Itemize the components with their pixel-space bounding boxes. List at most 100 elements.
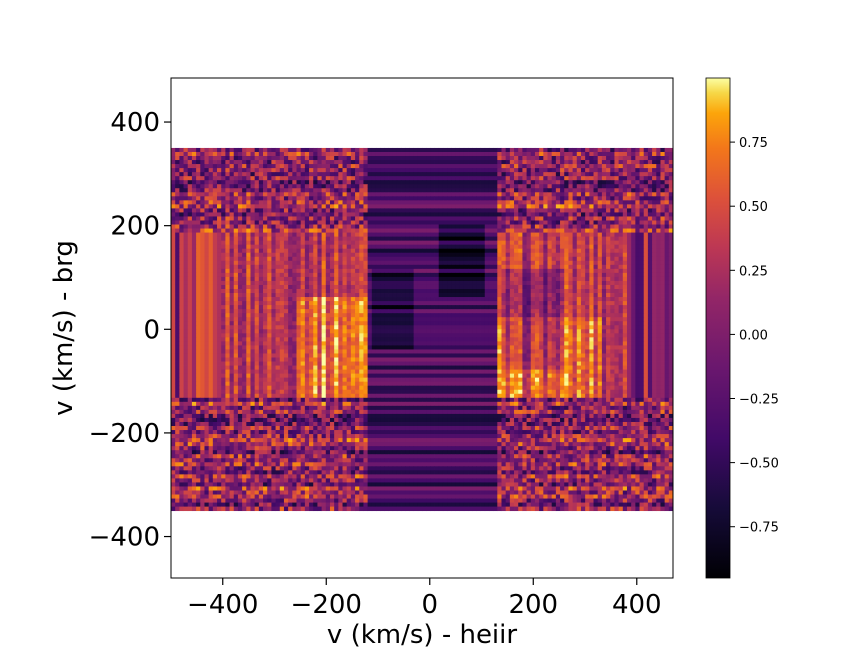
heatmap-cell	[384, 260, 389, 266]
heatmap-cell	[405, 293, 410, 298]
heatmap-cell	[631, 256, 636, 262]
heatmap-cell	[656, 301, 661, 306]
heatmap-cell	[430, 280, 435, 286]
heatmap-cell	[572, 180, 578, 185]
heatmap-cell	[350, 151, 356, 157]
heatmap-cell	[493, 200, 498, 205]
heatmap-cell	[480, 248, 486, 254]
heatmap-cell	[551, 248, 557, 254]
heatmap-cell	[610, 309, 615, 314]
heatmap-cell	[342, 244, 348, 250]
heatmap-cell	[472, 297, 477, 302]
heatmap-cell	[208, 228, 214, 233]
heatmap-cell	[430, 151, 435, 157]
heatmap-cell	[401, 293, 406, 298]
heatmap-cell	[417, 297, 423, 302]
heatmap-cell	[204, 160, 210, 165]
heatmap-cell	[618, 224, 624, 229]
heatmap-cell	[635, 248, 640, 254]
heatmap-cell	[597, 293, 603, 298]
heatmap-cell	[568, 216, 573, 221]
heatmap-cell	[304, 297, 310, 302]
heatmap-cell	[647, 309, 653, 314]
heatmap-cell	[560, 240, 565, 246]
heatmap-cell	[434, 184, 440, 189]
heatmap-cell	[363, 313, 369, 318]
heatmap-cell	[367, 156, 373, 161]
heatmap-cell	[283, 309, 289, 314]
heatmap-cell	[530, 147, 536, 153]
heatmap-cell	[380, 147, 385, 153]
heatmap-cell	[279, 204, 285, 209]
heatmap-cell	[191, 212, 197, 217]
heatmap-cell	[183, 208, 189, 213]
heatmap-cell	[401, 168, 406, 173]
heatmap-cell	[451, 232, 456, 238]
heatmap-cell	[187, 313, 193, 318]
heatmap-cell	[212, 172, 218, 177]
heatmap-cell	[191, 160, 197, 165]
heatmap-cell	[488, 260, 494, 266]
heatmap-cell	[409, 184, 415, 189]
heatmap-cell	[212, 309, 218, 314]
heatmap-cell	[434, 168, 440, 173]
heatmap-cell	[363, 293, 369, 298]
heatmap-cell	[631, 212, 636, 217]
heatmap-cell	[191, 172, 197, 177]
heatmap-cell	[233, 216, 239, 221]
heatmap-cell	[438, 305, 444, 310]
heatmap-cell	[476, 192, 481, 197]
heatmap-cell	[409, 156, 415, 161]
heatmap-cell	[329, 272, 335, 278]
heatmap-cell	[560, 264, 565, 270]
heatmap-cell	[463, 284, 469, 290]
heatmap-cell	[342, 224, 348, 229]
heatmap-cell	[175, 184, 180, 189]
heatmap-cell	[371, 309, 377, 314]
heatmap-cell	[334, 156, 339, 161]
heatmap-cell	[233, 284, 239, 290]
heatmap-cell	[375, 289, 381, 294]
heatmap-cell	[350, 293, 356, 298]
heatmap-cell	[664, 293, 670, 298]
heatmap-cell	[451, 147, 456, 153]
heatmap-cell	[292, 301, 297, 306]
heatmap-cell	[484, 284, 490, 290]
heatmap-cell	[283, 172, 289, 177]
heatmap-cell	[317, 276, 322, 282]
heatmap-cell	[275, 293, 281, 298]
heatmap-cell	[468, 151, 473, 157]
heatmap-cell	[635, 272, 640, 278]
heatmap-cell	[580, 289, 586, 294]
heatmap-cell	[514, 309, 519, 314]
heatmap-cell	[459, 276, 465, 282]
heatmap-cell	[317, 280, 322, 286]
heatmap-cell	[275, 248, 281, 254]
heatmap-cell	[267, 301, 272, 306]
heatmap-cell	[539, 172, 544, 177]
heatmap-cell	[283, 284, 289, 290]
heatmap-cell	[593, 180, 599, 185]
heatmap-cell	[530, 172, 536, 177]
heatmap-cell	[509, 188, 515, 193]
heatmap-cell	[534, 309, 540, 314]
heatmap-cell	[367, 268, 373, 274]
heatmap-cell	[388, 220, 394, 225]
heatmap-cell	[668, 184, 673, 189]
heatmap-cell	[459, 264, 465, 270]
heatmap-cell	[321, 256, 327, 262]
heatmap-cell	[560, 212, 565, 217]
heatmap-cell	[438, 232, 444, 238]
heatmap-cell	[484, 176, 490, 181]
heatmap-cell	[271, 228, 276, 233]
heatmap-cell	[342, 297, 348, 302]
heatmap-cell	[647, 192, 653, 197]
heatmap-cell	[488, 248, 494, 254]
heatmap-cell	[196, 151, 201, 157]
heatmap-cell	[258, 280, 264, 286]
heatmap-cell	[643, 188, 649, 193]
heatmap-cell	[434, 240, 440, 246]
heatmap-cell	[589, 192, 594, 197]
heatmap-cell	[208, 216, 214, 221]
heatmap-cell	[292, 168, 297, 173]
